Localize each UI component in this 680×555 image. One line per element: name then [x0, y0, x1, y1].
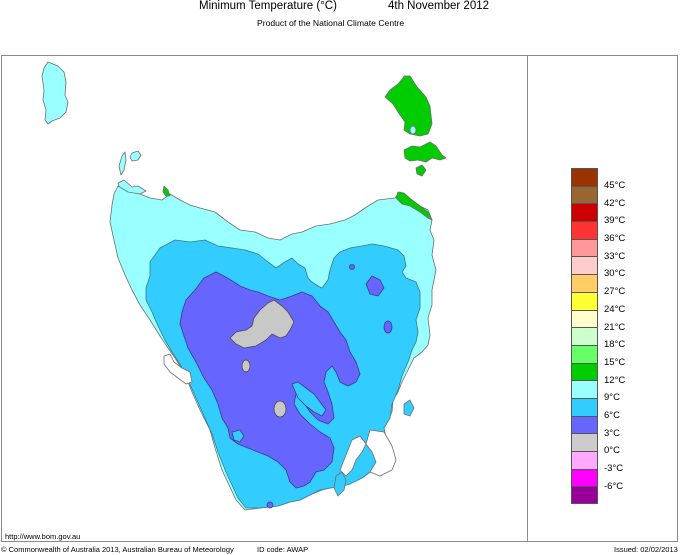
band-6-9-pocket [231, 429, 245, 443]
legend-label: 27°C [604, 286, 626, 298]
gray-patch-1 [241, 359, 251, 373]
legend-label: -3°C [604, 463, 624, 474]
legend-label: 15°C [604, 356, 626, 368]
legend-swatch [571, 380, 598, 398]
issued-date: Issued: 02/02/2013 [614, 545, 678, 554]
purple-spot-2 [383, 320, 393, 334]
legend-swatch [571, 256, 598, 275]
copyright-text: © Commonwealth of Australia 2013, Austra… [1, 545, 234, 554]
legend-swatch [571, 344, 598, 363]
legend-row: 27°C [571, 274, 631, 297]
legend-swatch [571, 362, 598, 381]
legend-swatch [571, 238, 598, 257]
legend-row: 0°C [571, 433, 631, 456]
purple-spot-4 [266, 501, 274, 509]
ne-coast-green [395, 191, 433, 221]
cape-barren-island [403, 141, 447, 163]
macquarie-harbour [163, 353, 193, 385]
legend-swatch [571, 291, 598, 310]
nw-coast-green [162, 185, 171, 197]
legend-label: 3°C [604, 427, 620, 439]
tasmania-map [41, 61, 447, 511]
legend-swatch [571, 433, 598, 451]
legend-label: 6°C [604, 409, 620, 421]
tasmania-0-3-band [229, 299, 295, 349]
legend-swatch [571, 486, 598, 505]
purple-spot-3 [349, 264, 355, 270]
legend-swatch [571, 397, 598, 416]
bruny-island [333, 471, 347, 497]
maria-island [403, 399, 415, 417]
legend-swatch [571, 415, 598, 434]
flinders-island [384, 75, 433, 137]
legend-row [571, 486, 631, 505]
legend-swatch [571, 185, 598, 204]
legend-row: 36°C [571, 221, 631, 244]
legend-swatch [571, 451, 598, 469]
clarke-island [415, 164, 427, 177]
legend-swatch [571, 168, 598, 186]
legend-swatch [571, 203, 598, 222]
band-6-9-inlet [291, 381, 327, 417]
legend-label: 12°C [604, 374, 626, 386]
subtitle: Product of the National Climate Centre [257, 18, 405, 28]
purple-spot-east [365, 275, 385, 297]
legend-label: -6°C [604, 480, 624, 492]
legend-label: 42°C [604, 197, 626, 209]
legend-row: 39°C [571, 203, 631, 226]
legend-row: 18°C [571, 327, 631, 350]
gray-patch-2 [273, 400, 287, 418]
legend-row: 42°C [571, 185, 631, 209]
legend-row: 21°C [571, 309, 631, 333]
legend-row: 12°C [571, 362, 631, 386]
legend-label: 33°C [604, 250, 626, 262]
legend-swatch [571, 468, 598, 487]
tasmania-3-6-band [179, 271, 361, 489]
storm-bay [365, 429, 397, 477]
legend-swatch [571, 327, 598, 345]
legend-row: 15°C [571, 344, 631, 368]
legend-label: 45°C [604, 180, 626, 191]
legend-label: 0°C [604, 445, 620, 457]
legend-row: 33°C [571, 238, 631, 262]
title-text: Minimum Temperature (°C) [199, 0, 337, 12]
map-frame [1, 55, 678, 542]
king-island [41, 61, 69, 125]
legend-row: 24°C [571, 291, 631, 315]
legend-row: 30°C [571, 256, 631, 279]
legend-swatch [571, 309, 598, 328]
legend-row: 45°C [571, 168, 631, 191]
legend-row: 9°C [571, 380, 631, 403]
temperature-legend: 45°C 42°C 39°C 36°C 33°C 30°C 27°C 24°C … [571, 168, 631, 505]
flinders-lake [409, 125, 417, 135]
legend-row: 6°C [571, 397, 631, 421]
id-code: ID code: AWAP [257, 545, 309, 554]
legend-label: 18°C [604, 339, 626, 351]
title-date: 4th November 2012 [388, 0, 490, 12]
three-hummock-island [129, 150, 142, 162]
legend-divider [527, 55, 528, 542]
legend-swatch [571, 274, 598, 292]
legend-label: 36°C [604, 233, 626, 245]
map-title: Minimum Temperature (°C) 4th November 20… [0, 0, 680, 14]
legend-label: 21°C [604, 321, 626, 333]
legend-row: -3°C [571, 451, 631, 474]
derwent-estuary [339, 435, 367, 477]
bom-url-link[interactable]: http://www.bom.gov.au [5, 532, 81, 541]
legend-row: -6°C [571, 468, 631, 492]
hunter-island [118, 151, 127, 176]
legend-label: 9°C [604, 392, 620, 404]
legend-row: 3°C [571, 415, 631, 439]
legend-label: 39°C [604, 215, 626, 227]
legend-label: 24°C [604, 303, 626, 315]
legend-label: 30°C [604, 268, 626, 280]
legend-swatch [571, 221, 598, 239]
